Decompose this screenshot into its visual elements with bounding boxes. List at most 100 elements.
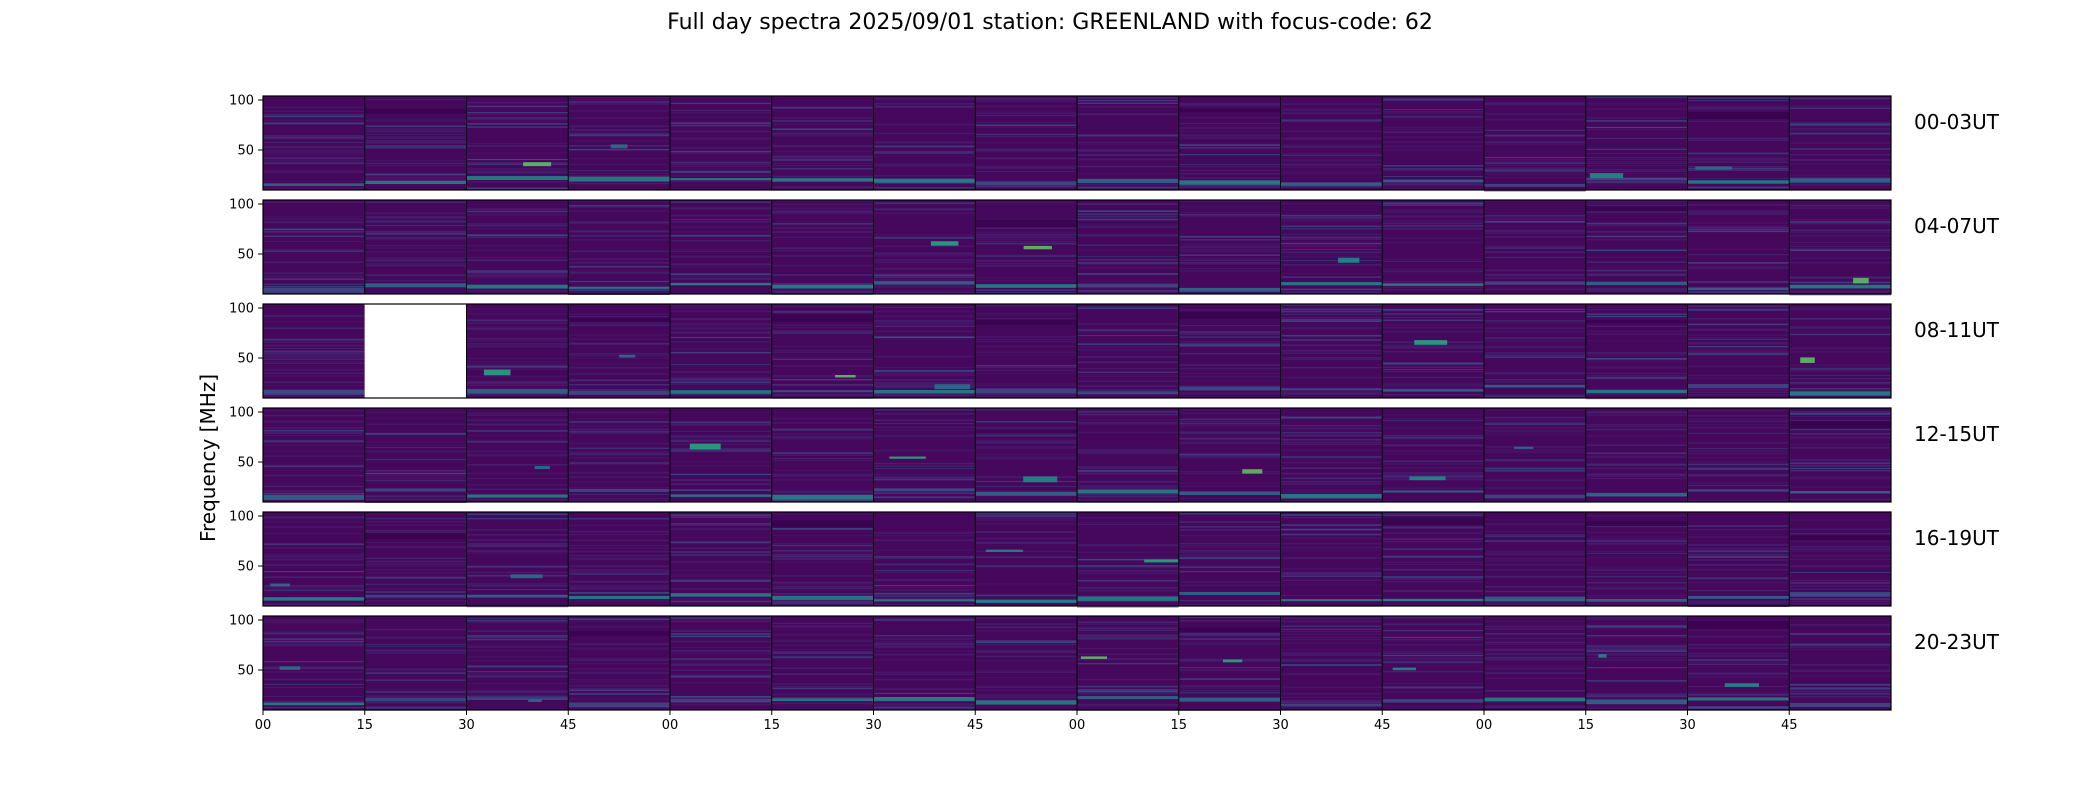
y-tick-label: 100 [229, 302, 254, 317]
spectrum-line [568, 442, 670, 445]
spectrum-line [873, 474, 976, 475]
spectrum-line [466, 441, 569, 443]
spectrum-line [1280, 202, 1383, 204]
spectrum-line [364, 479, 467, 481]
spectrum-line [1178, 333, 1281, 336]
spectrum-panel [1381, 96, 1484, 190]
spectrum-line [1178, 250, 1281, 252]
spectrum-line [873, 374, 976, 376]
spectrum-line [1484, 540, 1586, 542]
spectrum-line [1178, 455, 1281, 457]
spectrum-line [670, 662, 772, 664]
spectrum-line [466, 551, 569, 552]
spectrum-line [568, 389, 670, 391]
spectrum-line [670, 658, 772, 661]
spectrum-line [364, 96, 467, 98]
spectrum-line [1382, 371, 1484, 373]
spectrum-burst [528, 699, 542, 702]
spectrum-line [1280, 490, 1383, 492]
spectrum-line [1687, 629, 1790, 631]
spectrum-line [263, 216, 365, 218]
spectrum-line [1687, 306, 1790, 307]
panel-background [1687, 200, 1790, 294]
spectrum-line [1178, 270, 1281, 272]
spectrum-line [1382, 326, 1484, 329]
spectrum-line [873, 202, 976, 205]
spectrum-line [568, 101, 670, 103]
spectrum-line [466, 420, 569, 421]
spectrum-line [1077, 480, 1179, 483]
x-tick-label: 00 [1476, 718, 1493, 733]
spectrum-line [568, 668, 670, 670]
spectrum-line [1280, 417, 1383, 419]
spectrum-line [873, 311, 976, 313]
spectrum-line [364, 669, 467, 671]
spectrum-line [263, 350, 365, 351]
spectrum-line [1687, 186, 1790, 189]
spectrum-panel [1280, 96, 1383, 190]
spectrum-line [1382, 657, 1484, 660]
spectrum-line [873, 325, 976, 327]
spectrum-line [1585, 693, 1688, 695]
spectrum-line [1484, 449, 1586, 451]
spectrum-line [1280, 256, 1383, 258]
spectrum-line [1687, 353, 1790, 356]
spectrum-line [1687, 319, 1790, 321]
spectrum-band [1585, 178, 1688, 181]
spectrum-line [1585, 424, 1688, 426]
spectrum-line [1687, 661, 1790, 663]
spectrum-line [364, 561, 467, 563]
spectrum-line [364, 557, 467, 559]
spectrum-line [1789, 546, 1891, 548]
spectrum-line [1585, 172, 1688, 174]
spectrum-line [466, 112, 569, 114]
spectrum-line [1585, 239, 1688, 241]
spectrum-line [1178, 154, 1281, 155]
spectrum-line [670, 348, 772, 350]
spectrum-line [771, 644, 874, 646]
spectrum-line [1178, 687, 1281, 689]
spectrum-line [1280, 534, 1383, 535]
spectrum-line [263, 492, 365, 495]
spectrum-line [1484, 428, 1586, 430]
spectrum-line [1687, 602, 1790, 604]
spectrum-panel [1585, 512, 1688, 606]
spectrum-line [263, 559, 365, 561]
spectrum-dark-band [364, 108, 467, 114]
spectrum-line [1077, 267, 1179, 269]
spectrum-line [1687, 569, 1790, 571]
spectrum-line [364, 646, 467, 647]
spectrum-line [1484, 656, 1586, 659]
spectrum-line [1382, 314, 1484, 316]
spectrum-line [1280, 352, 1383, 354]
spectrum-line [1382, 548, 1484, 550]
spectrum-line [771, 324, 874, 326]
spectrum-line [1789, 462, 1891, 464]
spectrum-band [670, 593, 772, 597]
spectrum-line [1687, 551, 1790, 553]
spectrum-line [1687, 222, 1790, 224]
spectrum-line [1585, 316, 1688, 318]
spectrum-line [466, 696, 569, 697]
panel-background [1178, 200, 1281, 294]
spectrum-line [1484, 322, 1586, 324]
spectrum-line [873, 490, 976, 493]
spectrum-line [771, 284, 874, 285]
spectrum-line [670, 116, 772, 118]
spectrum-burst [985, 549, 1023, 552]
spectrum-line [1178, 423, 1281, 425]
spectrum-line [1280, 652, 1383, 654]
spectrum-line [568, 689, 670, 692]
spectrum-line [1789, 643, 1891, 645]
spectrum-line [1077, 572, 1179, 574]
spectrum-line [975, 264, 1077, 266]
spectrum-line [670, 326, 772, 328]
spectrum-line [771, 155, 874, 158]
panel-background [670, 616, 772, 710]
spectrum-line [670, 431, 772, 432]
spectrum-line [771, 491, 874, 493]
spectrum-line [975, 313, 1077, 315]
spectrum-line [975, 238, 1077, 240]
spectrum-panel [669, 616, 772, 710]
spectrum-burst [1598, 654, 1607, 658]
